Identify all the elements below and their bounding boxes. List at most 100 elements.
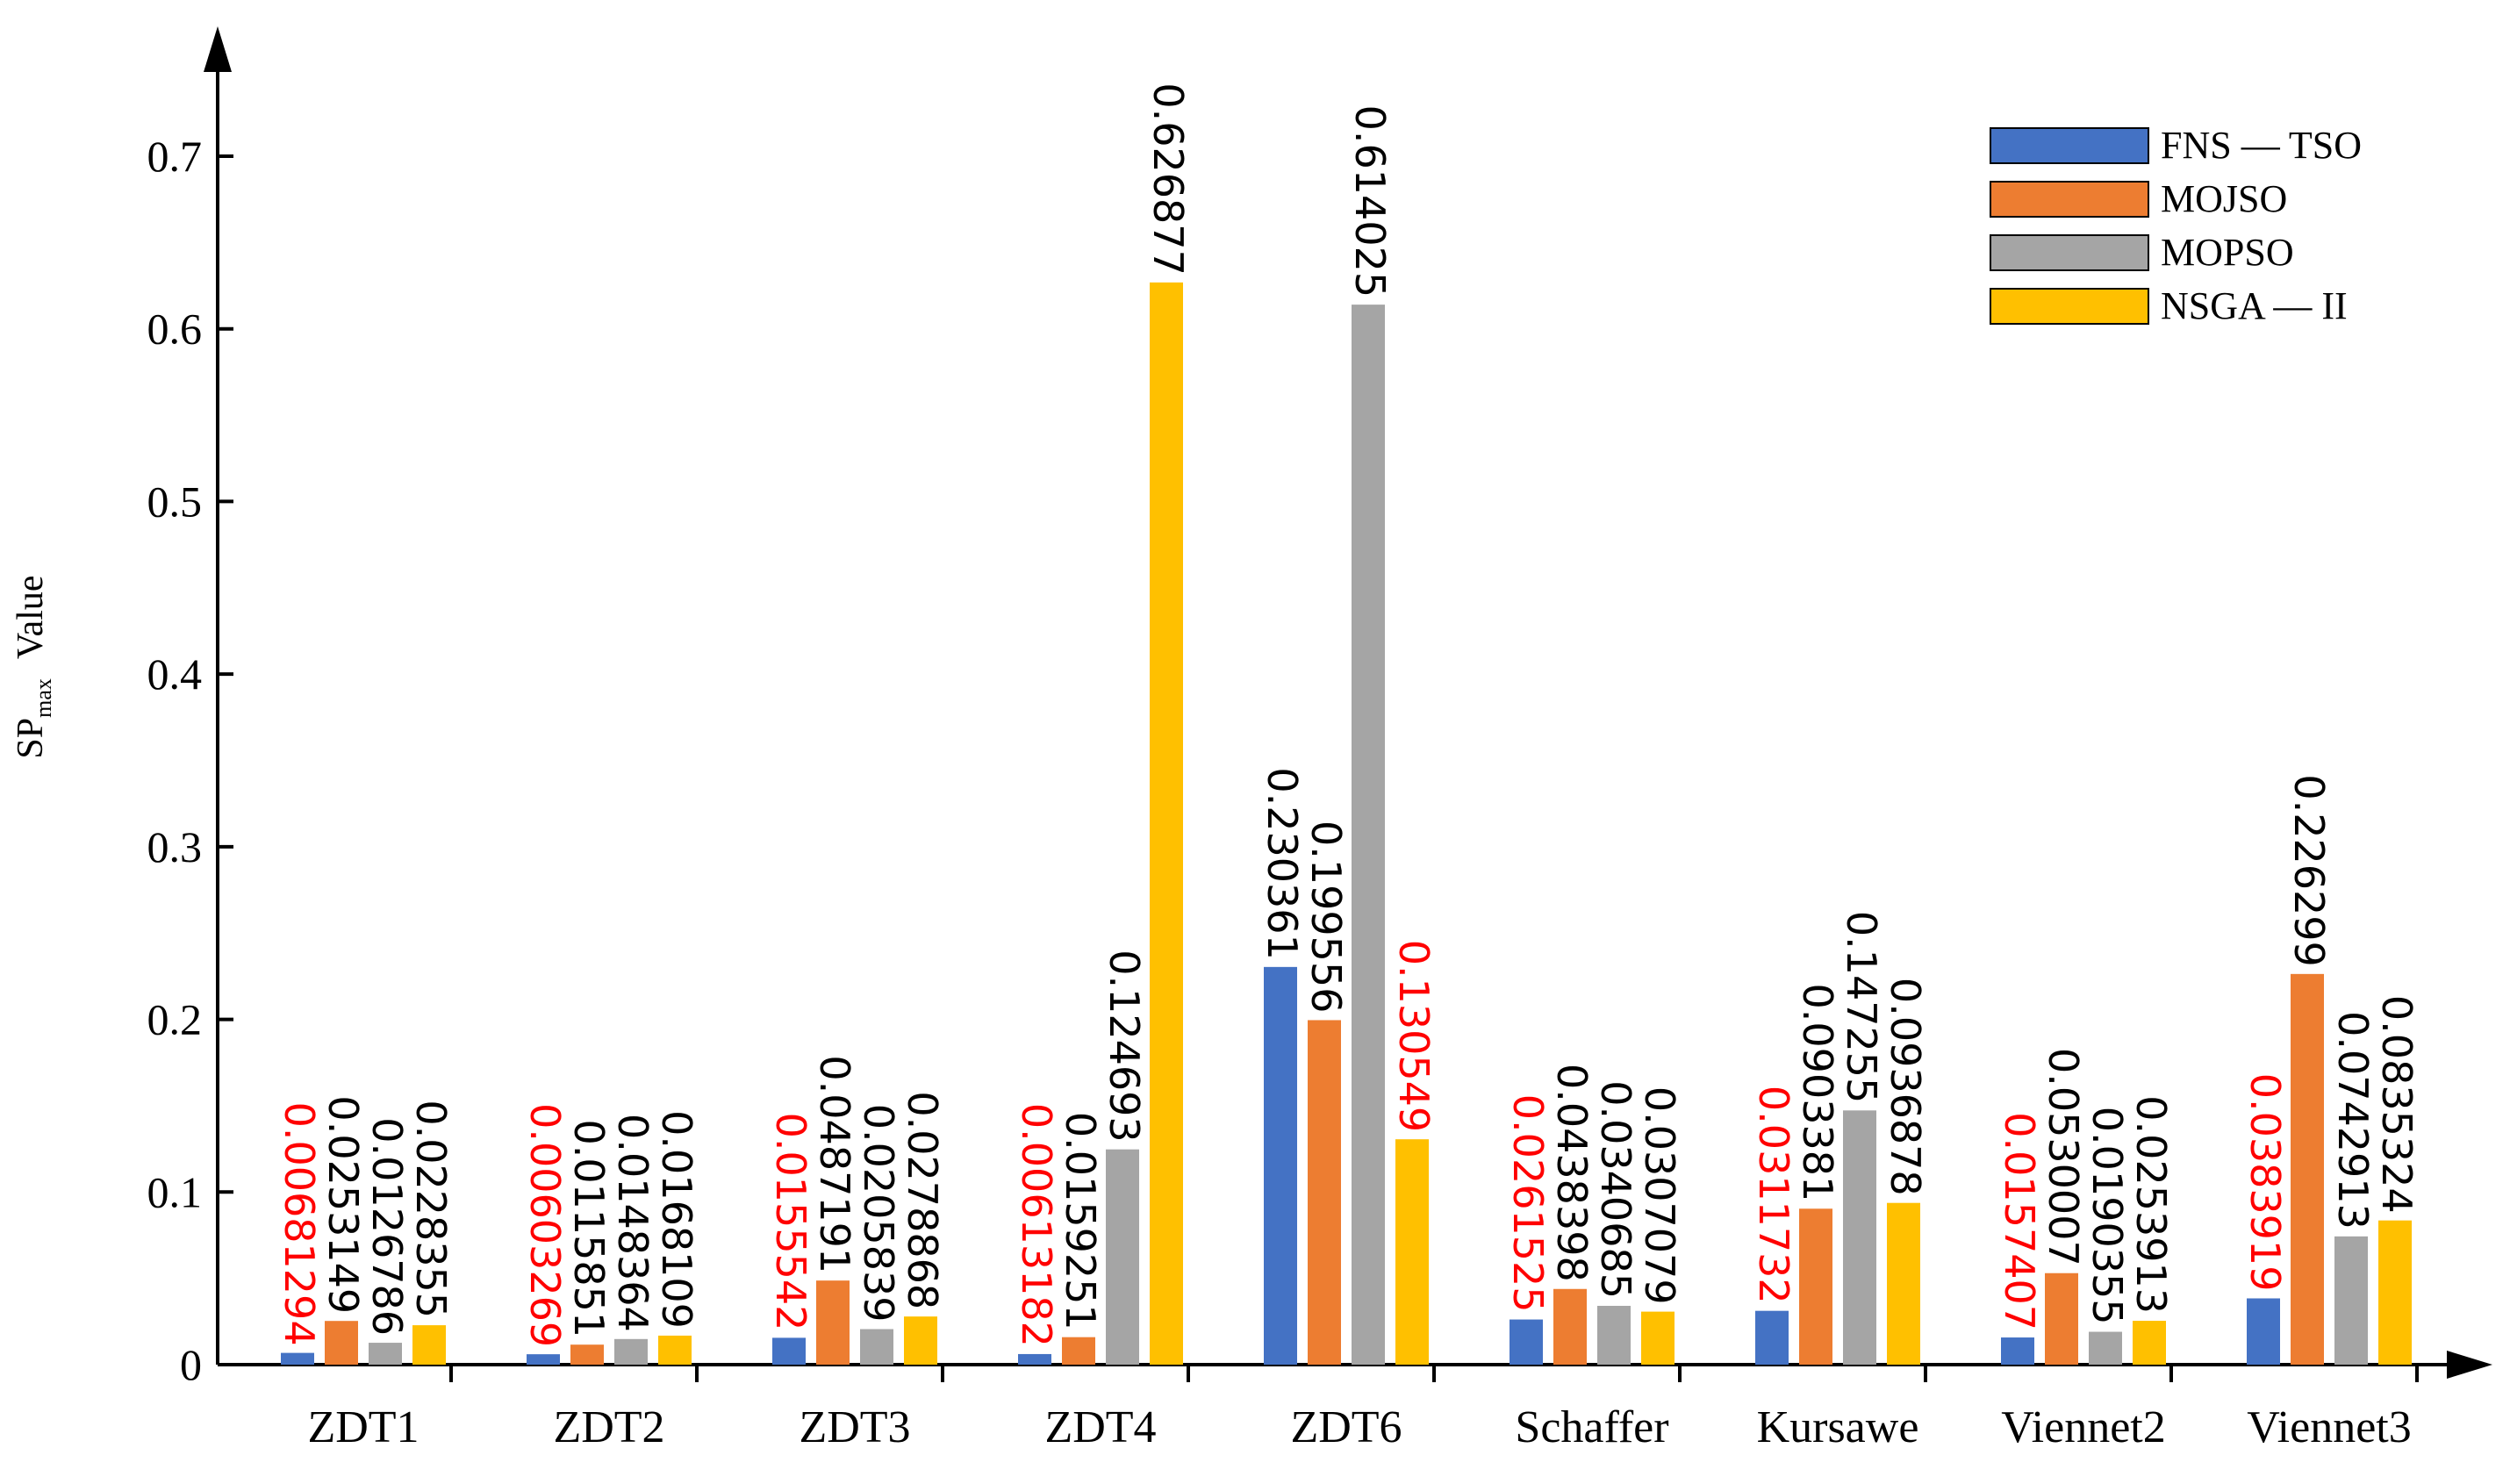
data-label: 0.0835324 bbox=[2373, 995, 2420, 1214]
x-tick-label: ZDT2 bbox=[553, 1402, 664, 1452]
legend-label: FNS — TSO bbox=[2161, 124, 2362, 167]
data-label: 0.0190355 bbox=[2083, 1107, 2131, 1325]
bar-1 bbox=[325, 1321, 358, 1365]
data-label: 0.0253913 bbox=[2127, 1095, 2175, 1314]
bar-3 bbox=[1150, 282, 1183, 1365]
bar-2 bbox=[1106, 1149, 1139, 1365]
bar-2 bbox=[369, 1343, 402, 1365]
bar-3 bbox=[904, 1316, 937, 1365]
bar-0 bbox=[1755, 1310, 1789, 1365]
bar-0 bbox=[1264, 966, 1297, 1365]
y-tick-label: 0.2 bbox=[147, 995, 203, 1044]
data-label: 0.00613182 bbox=[1013, 1103, 1060, 1347]
data-label: 0.0742913 bbox=[2329, 1011, 2377, 1229]
legend-swatch bbox=[1990, 181, 2149, 218]
data-label: 0.0307079 bbox=[1636, 1086, 1683, 1305]
data-label: 0.0261525 bbox=[1504, 1094, 1552, 1313]
data-label: 0.226299 bbox=[2285, 774, 2333, 967]
bar-2 bbox=[1352, 305, 1385, 1365]
data-label: 0.0487191 bbox=[811, 1055, 858, 1273]
data-label: 0.199556 bbox=[1302, 821, 1350, 1014]
data-label: 0.0530007 bbox=[2040, 1048, 2087, 1266]
legend-swatch bbox=[1990, 288, 2149, 325]
bar-3 bbox=[1887, 1202, 1920, 1365]
bar-0 bbox=[2247, 1298, 2280, 1365]
bar-2 bbox=[614, 1338, 648, 1365]
bar-0 bbox=[1018, 1353, 1051, 1365]
x-tick-label: ZDT6 bbox=[1290, 1402, 1402, 1452]
legend-label: NSGA — II bbox=[2161, 284, 2348, 327]
legend-swatch bbox=[1990, 127, 2149, 164]
y-tick-label: 0.1 bbox=[147, 1167, 203, 1216]
y-axis-label: SPmaxValue bbox=[11, 575, 56, 758]
data-label: 0.147255 bbox=[1838, 911, 1885, 1104]
bar-2 bbox=[2089, 1331, 2122, 1365]
x-tick-label: Viennet3 bbox=[2247, 1402, 2411, 1452]
legend-label: MOJSO bbox=[2161, 177, 2287, 220]
data-label: 0.0148364 bbox=[609, 1114, 656, 1332]
data-label: 0.0311732 bbox=[1750, 1086, 1797, 1304]
data-label: 0.0340685 bbox=[1592, 1080, 1639, 1299]
bar-2 bbox=[860, 1329, 893, 1365]
bar-2 bbox=[1597, 1305, 1631, 1365]
data-label: 0.0205839 bbox=[855, 1104, 902, 1323]
y-tick-label: 0 bbox=[180, 1340, 202, 1389]
bar-3 bbox=[1395, 1139, 1429, 1365]
data-label: 0.0278868 bbox=[899, 1091, 946, 1309]
data-label: 0.124693 bbox=[1101, 950, 1148, 1143]
bar-3 bbox=[1641, 1311, 1675, 1365]
data-label: 0.0115851 bbox=[565, 1119, 613, 1337]
y-axis-arrow bbox=[204, 26, 232, 72]
data-label: 0.230361 bbox=[1259, 767, 1306, 960]
bar-1 bbox=[816, 1280, 850, 1365]
y-tick-label: 0.5 bbox=[147, 477, 203, 526]
bar-0 bbox=[772, 1337, 806, 1365]
x-tick-label: ZDT1 bbox=[307, 1402, 419, 1452]
bar-1 bbox=[1799, 1208, 1832, 1365]
data-label: 0.0253149 bbox=[319, 1095, 367, 1314]
bars bbox=[281, 282, 2412, 1365]
bar-3 bbox=[658, 1335, 692, 1365]
data-label: 0.130549 bbox=[1390, 940, 1438, 1133]
data-label: 0.00603269 bbox=[521, 1103, 569, 1347]
y-tick-label: 0.6 bbox=[147, 305, 203, 354]
bar-2 bbox=[1843, 1110, 1876, 1365]
data-label: 0.0228355 bbox=[407, 1100, 455, 1318]
data-label: 0.0157407 bbox=[1996, 1112, 2043, 1330]
bar-1 bbox=[1062, 1337, 1095, 1365]
bar-1 bbox=[1308, 1020, 1341, 1365]
data-label: 0.0126786 bbox=[363, 1117, 411, 1336]
bar-0 bbox=[281, 1352, 314, 1365]
x-tick-label: Kursawe bbox=[1757, 1402, 1919, 1452]
data-label: 0.614025 bbox=[1346, 105, 1394, 298]
legend-label: MOPSO bbox=[2161, 231, 2294, 274]
bar-1 bbox=[2291, 973, 2324, 1365]
x-axis-arrow bbox=[2447, 1351, 2492, 1379]
data-label: 0.0438398 bbox=[1548, 1064, 1596, 1282]
data-label: 0.0903381 bbox=[1794, 984, 1841, 1202]
bar-3 bbox=[2133, 1321, 2166, 1365]
y-tick-label: 0.7 bbox=[147, 132, 203, 181]
bar-3 bbox=[412, 1325, 446, 1365]
legend-swatch bbox=[1990, 234, 2149, 271]
bar-0 bbox=[527, 1354, 560, 1365]
data-label: 0.00681294 bbox=[276, 1102, 323, 1346]
x-tick-label: Schaffer bbox=[1515, 1402, 1668, 1452]
data-label: 0.0155542 bbox=[767, 1113, 814, 1331]
bar-0 bbox=[1510, 1319, 1543, 1365]
legend: FNS — TSO MOJSO MOPSO NSGA — II bbox=[1990, 124, 2362, 327]
y-tick-label: 0.3 bbox=[147, 822, 203, 871]
data-label: 0.0936878 bbox=[1882, 978, 1929, 1196]
bar-0 bbox=[2001, 1337, 2034, 1365]
data-label: 0.0383919 bbox=[2241, 1073, 2289, 1292]
bar-2 bbox=[2334, 1236, 2368, 1365]
bar-1 bbox=[570, 1344, 604, 1365]
x-tick-label: ZDT4 bbox=[1044, 1402, 1156, 1452]
bar-3 bbox=[2378, 1220, 2412, 1365]
y-tick-label: 0.4 bbox=[147, 649, 203, 699]
y-axis-label-group: SPmaxValue bbox=[11, 575, 56, 758]
data-label: 0.626877 bbox=[1144, 82, 1192, 276]
